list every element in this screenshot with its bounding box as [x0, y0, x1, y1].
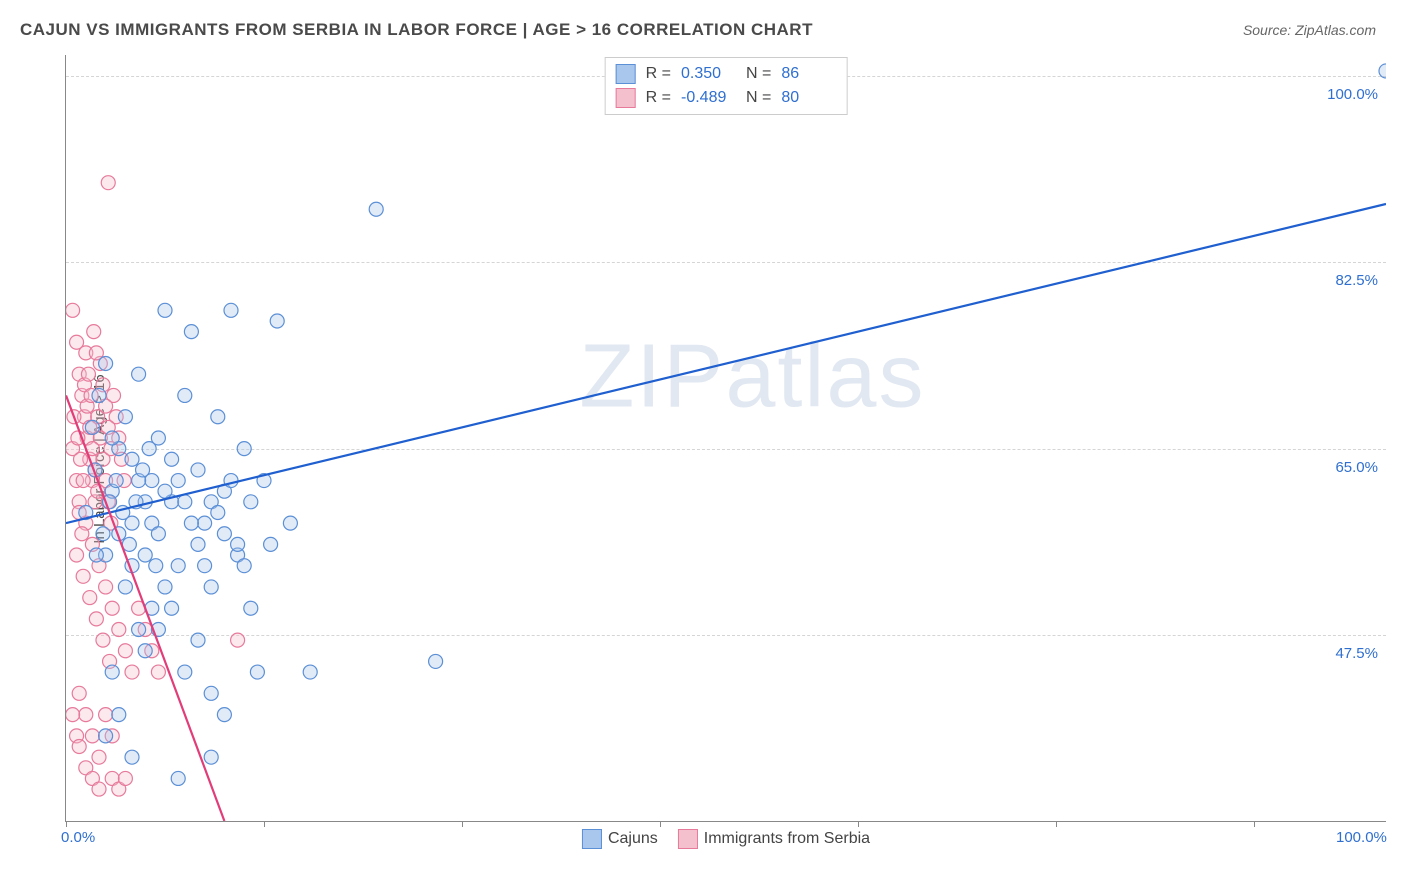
r-label: R = — [646, 65, 671, 83]
r-label: R = — [646, 89, 671, 107]
n-label: N = — [746, 65, 771, 83]
n-value-serbia: 80 — [781, 89, 836, 107]
swatch-serbia — [616, 88, 636, 108]
chart-header: CAJUN VS IMMIGRANTS FROM SERBIA IN LABOR… — [0, 0, 1406, 50]
legend-row-serbia: R = -0.489 N = 80 — [616, 86, 837, 110]
legend-item-serbia: Immigrants from Serbia — [678, 829, 870, 849]
swatch-cajuns-icon — [582, 829, 602, 849]
correlation-legend: R = 0.350 N = 86 R = -0.489 N = 80 — [605, 57, 848, 115]
r-value-serbia: -0.489 — [681, 89, 736, 107]
legend-item-cajuns: Cajuns — [582, 829, 658, 849]
swatch-serbia-icon — [678, 829, 698, 849]
n-value-cajuns: 86 — [781, 65, 836, 83]
series-legend: Cajuns Immigrants from Serbia — [582, 829, 870, 849]
chart-title: CAJUN VS IMMIGRANTS FROM SERBIA IN LABOR… — [20, 20, 813, 40]
r-value-cajuns: 0.350 — [681, 65, 736, 83]
swatch-cajuns — [616, 64, 636, 84]
source-label: Source: ZipAtlas.com — [1243, 22, 1376, 38]
plot-region: ZIPatlas R = 0.350 N = 86 R = -0.489 N =… — [65, 55, 1386, 822]
legend-row-cajuns: R = 0.350 N = 86 — [616, 62, 837, 86]
scatter-svg — [66, 55, 1386, 821]
chart-area: In Labor Force | Age > 16 ZIPatlas R = 0… — [20, 55, 1386, 862]
n-label: N = — [746, 89, 771, 107]
legend-label-cajuns: Cajuns — [608, 830, 658, 848]
x-tick-label: 0.0% — [61, 829, 95, 846]
x-tick-label: 100.0% — [1336, 829, 1387, 846]
legend-label-serbia: Immigrants from Serbia — [704, 830, 870, 848]
